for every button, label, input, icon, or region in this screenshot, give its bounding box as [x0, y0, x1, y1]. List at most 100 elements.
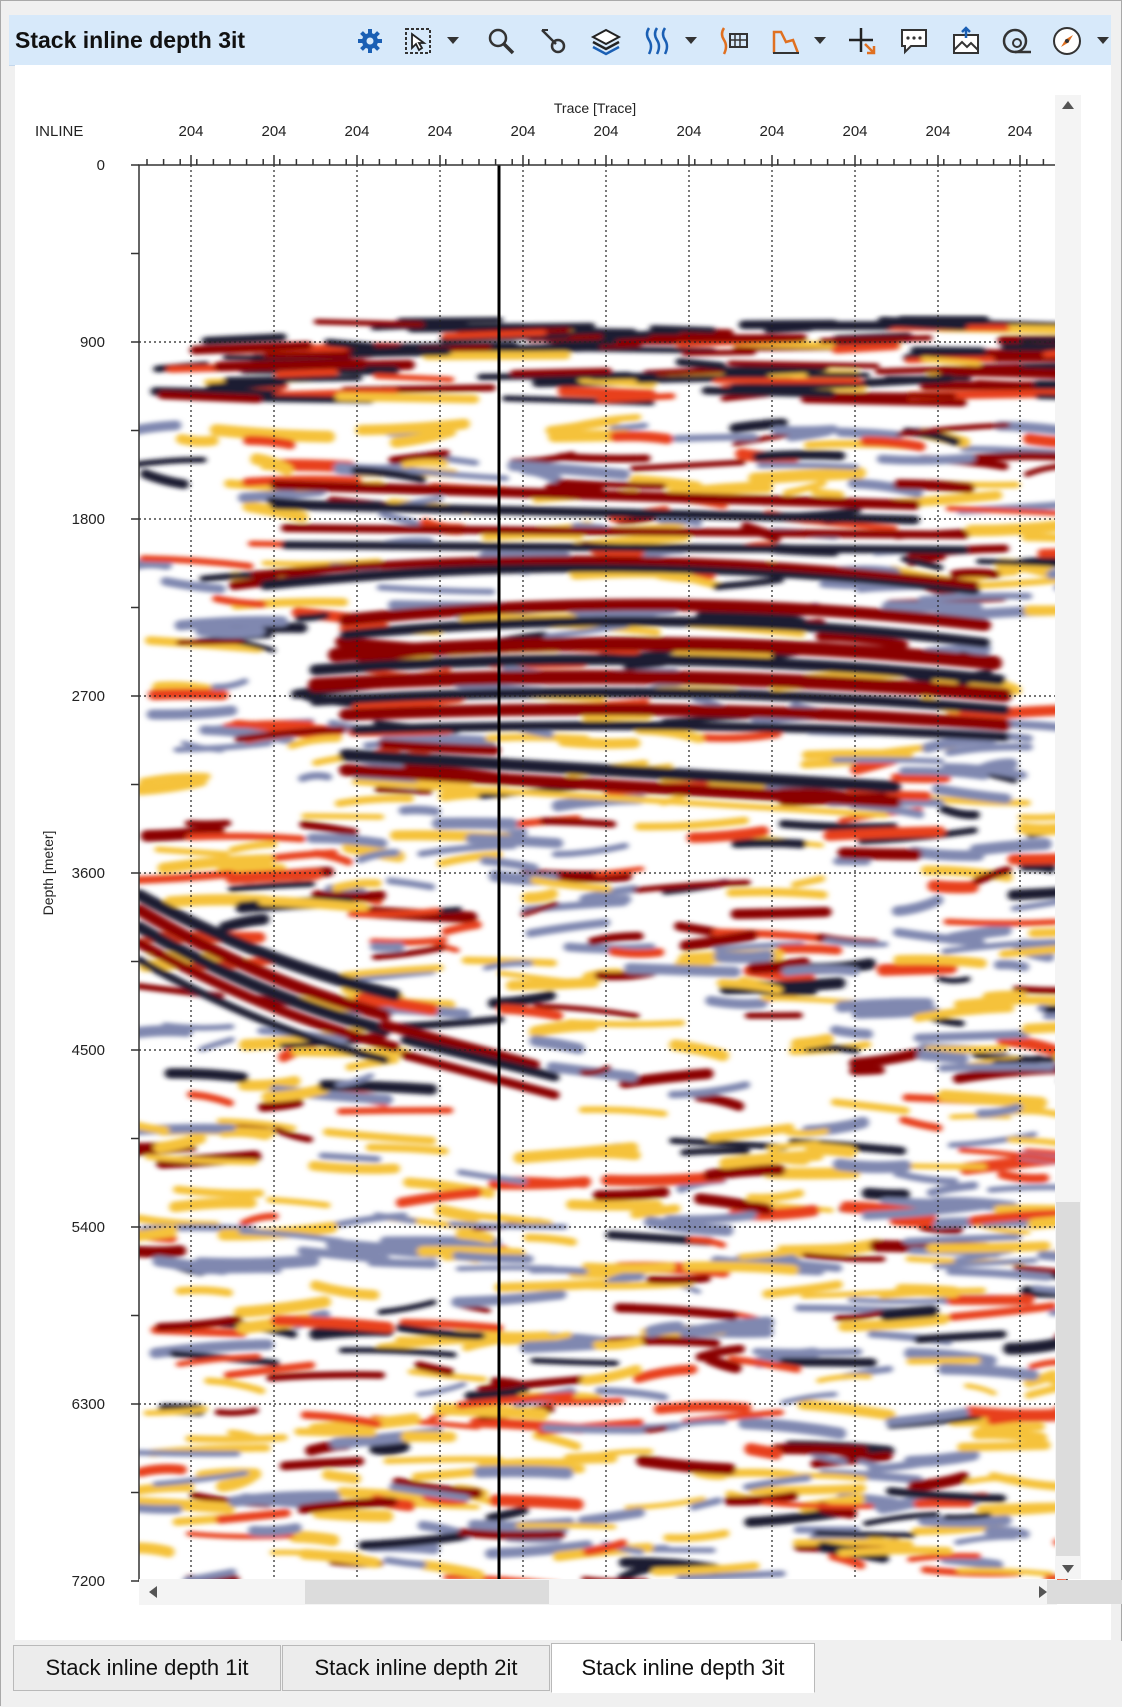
y-tick-label: 2700 [72, 688, 105, 705]
vertical-scroll-thumb[interactable] [1056, 1202, 1080, 1556]
reflector-band [451, 1224, 565, 1227]
reflector-band [886, 1311, 933, 1315]
tab-bar: Stack inline depth 1it Stack inline dept… [1, 1641, 1122, 1707]
x-tick-label: 204 [510, 123, 535, 140]
wiggle-dropdown-arrow-icon[interactable] [685, 37, 697, 44]
reflector-band [615, 436, 668, 439]
reflector-band [405, 462, 444, 464]
reflector-band [128, 1251, 181, 1252]
reflector-band [196, 1270, 279, 1272]
reflector-band [840, 432, 897, 435]
horizontal-scrollbar[interactable] [139, 1579, 1057, 1605]
reflector-band [757, 455, 840, 457]
reflector-band [962, 1445, 1047, 1447]
reflector-band [154, 694, 223, 695]
reflector-band [815, 492, 840, 495]
pick-tool-icon[interactable] [536, 25, 570, 57]
reflector-band [373, 940, 444, 943]
select-dropdown-arrow-icon[interactable] [447, 37, 459, 44]
histogram-icon[interactable] [769, 25, 803, 57]
scroll-down-arrow-icon[interactable] [1062, 1565, 1074, 1573]
reflector-band [653, 338, 804, 339]
tab-label: Stack inline depth 1it [45, 1655, 248, 1681]
reflector-band [918, 1334, 1002, 1339]
reflector-band [895, 778, 946, 779]
tab-stack-inline-depth-3it[interactable]: Stack inline depth 3it [551, 1643, 815, 1693]
reflector-band [201, 630, 259, 632]
reflector-band [411, 328, 522, 329]
reflector-band [743, 324, 834, 325]
export-image-icon[interactable] [949, 25, 983, 57]
reflector-band [206, 337, 283, 341]
seismic-plot: Trace [Trace] INLINE 204 204 204 204 204… [15, 65, 1111, 1640]
no-data-region [139, 165, 1067, 310]
reflector-band [836, 346, 895, 350]
reflector-band [946, 1515, 989, 1518]
reflector-band [263, 1103, 299, 1108]
x-tick-label: 204 [593, 123, 618, 140]
reflector-band [194, 346, 308, 351]
compass-navigation-icon[interactable] [1050, 25, 1084, 57]
reflector-band [284, 1461, 359, 1466]
reflector-band [295, 1536, 334, 1540]
reflector-band [706, 391, 832, 394]
horizontal-scroll-thumb-end[interactable] [1047, 1580, 1122, 1604]
x-tick-label: 204 [676, 123, 701, 140]
reflector-band [1002, 1174, 1045, 1178]
tab-stack-inline-depth-2it[interactable]: Stack inline depth 2it [282, 1645, 550, 1691]
scroll-right-arrow-icon[interactable] [1039, 1586, 1047, 1598]
overview-map-icon[interactable] [1000, 25, 1034, 57]
scroll-up-arrow-icon[interactable] [1062, 101, 1074, 109]
reflector-band [933, 886, 972, 888]
trace-header-icon[interactable] [717, 25, 751, 57]
seismic-amplitude-field[interactable] [120, 165, 1111, 1585]
reflector-band [988, 996, 1021, 997]
histogram-dropdown-arrow-icon[interactable] [814, 37, 826, 44]
reflector-band [123, 1031, 187, 1035]
top-axis-title: Trace [Trace] [554, 100, 636, 116]
reflector-band [736, 843, 802, 844]
reflector-band [843, 853, 916, 854]
reflector-band [866, 378, 950, 383]
reflector-band [975, 844, 1046, 850]
select-cursor-icon[interactable] [401, 25, 435, 57]
reflector-band [586, 1267, 671, 1268]
reflector-band [661, 519, 698, 522]
reflector-band [545, 1428, 641, 1430]
reflector-band [954, 573, 995, 574]
reflector-band [170, 1073, 243, 1077]
reflector-band [582, 1153, 636, 1155]
reflector-band [685, 352, 753, 353]
horizontal-scroll-thumb[interactable] [305, 1580, 549, 1604]
compass-dropdown-arrow-icon[interactable] [1097, 37, 1109, 44]
settings-gear-icon[interactable] [353, 25, 387, 57]
reflector-band [867, 1193, 904, 1195]
reflector-band [901, 1290, 954, 1292]
reflector-band [378, 789, 430, 791]
crosshair-icon[interactable] [845, 25, 879, 57]
reflector-band [923, 1055, 963, 1059]
vertical-scrollbar[interactable] [1055, 95, 1081, 1579]
reflector-band [668, 1215, 752, 1219]
reflector-band [495, 1500, 578, 1504]
tab-stack-inline-depth-1it[interactable]: Stack inline depth 1it [13, 1645, 281, 1691]
reflector-band [165, 1025, 232, 1028]
reflector-band [676, 437, 754, 439]
reflector-band [851, 1300, 950, 1302]
reflector-band [898, 960, 982, 964]
reflector-band [781, 949, 837, 951]
scroll-left-arrow-icon[interactable] [149, 1586, 157, 1598]
reflector-band [731, 892, 824, 895]
reflector-band [340, 397, 475, 400]
reflector-band [179, 641, 241, 642]
y-tick-label: 900 [80, 334, 105, 351]
reflector-band [270, 1375, 381, 1378]
layers-icon[interactable] [589, 25, 623, 57]
reflector-band [853, 1070, 880, 1071]
comment-icon[interactable] [897, 25, 931, 57]
wiggle-display-icon[interactable] [641, 25, 675, 57]
reflector-band [550, 487, 599, 488]
reflector-band [188, 823, 227, 824]
zoom-magnifier-icon[interactable] [484, 25, 518, 57]
reflector-band [918, 1034, 1025, 1038]
